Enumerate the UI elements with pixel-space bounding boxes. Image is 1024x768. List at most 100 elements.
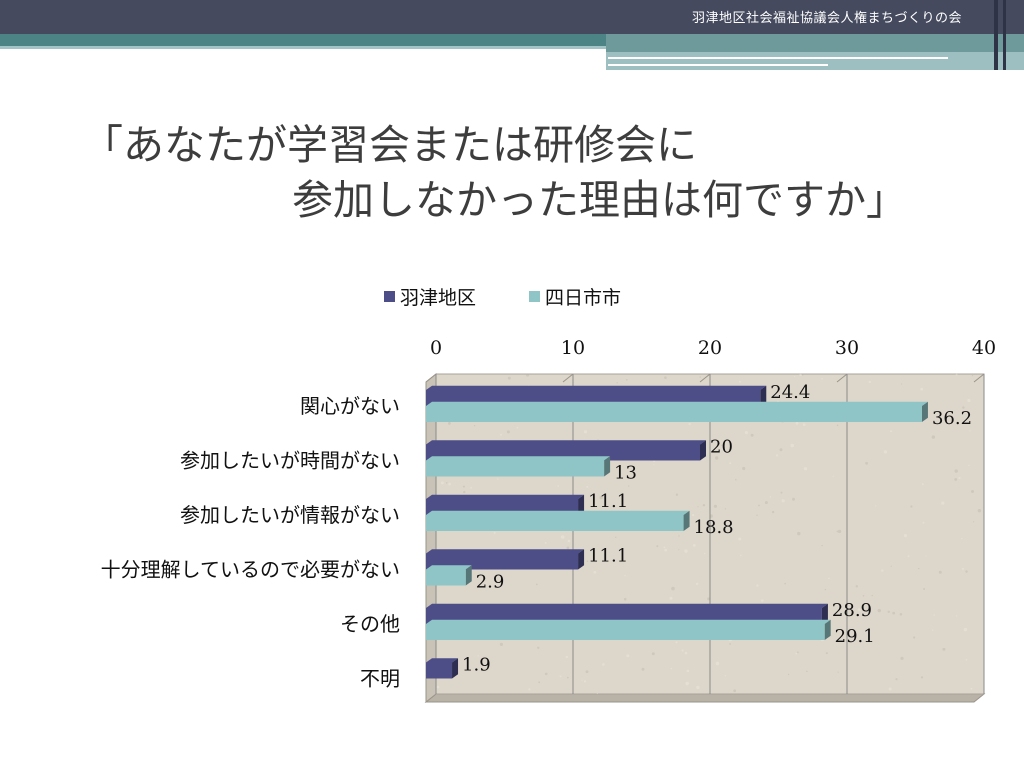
plot-texture-dot	[913, 636, 916, 639]
plot-texture-dot	[836, 530, 839, 533]
plot-texture-dot	[538, 681, 541, 684]
plot-texture-dot	[890, 565, 892, 567]
gridline-depth	[836, 373, 848, 383]
plot-texture-dot	[742, 466, 746, 471]
plot-texture-dot	[784, 582, 786, 585]
plot-texture-dot	[862, 595, 865, 597]
plot-texture-dot	[895, 678, 898, 681]
header-accent-line	[608, 57, 948, 59]
plot-texture-dot	[615, 536, 617, 538]
plot-texture-dot	[729, 643, 731, 645]
plot-texture-dot	[724, 508, 727, 510]
plot-texture-dot	[971, 490, 974, 493]
plot-texture-dot	[653, 464, 655, 466]
category-label: その他	[340, 612, 400, 636]
plot-texture-dot	[678, 535, 680, 537]
plot-texture-dot	[787, 673, 790, 676]
plot-texture-dot	[738, 537, 742, 541]
x-tick-label: 30	[835, 337, 859, 359]
plot-texture-dot	[899, 613, 903, 616]
plot-texture-dot	[506, 430, 510, 434]
plot-texture-dot	[917, 567, 920, 570]
bar-top-face	[426, 510, 690, 515]
gridline-depth	[973, 373, 985, 383]
bar-end-face	[578, 549, 585, 570]
plot-texture-dot	[602, 663, 605, 666]
plot-texture-dot	[792, 497, 795, 501]
plot-texture-dot	[528, 688, 531, 691]
bar-front-face	[426, 569, 466, 586]
slide-title-line-2: 参加しなかった理由は何ですか」	[292, 176, 907, 224]
plot-texture-dot	[799, 373, 802, 377]
plot-texture-dot	[671, 586, 675, 591]
bar-top-face	[426, 385, 767, 390]
bar	[426, 510, 690, 531]
plot-texture-dot	[585, 670, 589, 674]
plot-texture-dot	[565, 655, 568, 659]
plot-texture-dot	[795, 652, 798, 655]
bar	[426, 456, 611, 477]
plot-texture-dot	[463, 490, 466, 494]
header-vertical-bar	[994, 0, 998, 70]
header-org-name: 羽津地区社会福祉協議会人権まちづくりの会	[691, 11, 962, 26]
bar-top-face	[426, 401, 928, 406]
chart-floor	[424, 693, 986, 703]
gridline-depth	[425, 373, 437, 383]
plot-texture-dot	[836, 424, 839, 427]
plot-texture-dot	[535, 583, 538, 586]
bar-front-face	[426, 406, 922, 422]
plot-texture-dot	[448, 422, 451, 425]
plot-texture-dot	[781, 499, 785, 503]
data-label: 11.1	[588, 546, 628, 567]
bar-end-face	[452, 658, 459, 679]
plot-texture-dot	[707, 597, 711, 601]
plot-texture-dot	[599, 495, 603, 500]
plot-texture-dot	[797, 531, 801, 536]
plot-texture-dot	[641, 667, 645, 671]
plot-texture-dot	[968, 464, 970, 467]
plot-texture-dot	[832, 475, 834, 477]
plot-texture-dot	[651, 652, 655, 656]
plot-texture-dot	[681, 649, 684, 652]
plot-texture-dot	[821, 377, 823, 380]
plot-texture-dot	[713, 504, 718, 508]
bar-end-face	[700, 440, 706, 461]
plot-texture-dot	[628, 485, 630, 487]
plot-texture-dot	[954, 478, 958, 481]
plot-texture-dot	[664, 548, 668, 552]
bar-top-face	[426, 565, 472, 570]
plot-texture-dot	[963, 627, 968, 632]
plot-texture-dot	[920, 676, 924, 679]
bar-end-face	[760, 385, 767, 406]
plot-texture-dot	[684, 651, 688, 655]
plot-texture-dot	[738, 380, 741, 383]
plot-texture-dot	[740, 554, 742, 557]
plot-texture-dot	[958, 476, 961, 480]
plot-texture-dot	[769, 496, 772, 498]
x-tick-label: 0	[430, 337, 442, 359]
legend-swatch	[529, 291, 540, 302]
plot-texture-dot	[910, 505, 913, 508]
bar-top-face	[426, 549, 585, 554]
plot-texture-dot	[597, 439, 599, 441]
plot-texture-dot	[776, 454, 779, 457]
plot-texture-dot	[441, 481, 444, 485]
plot-texture-dot	[795, 397, 798, 400]
plot-texture-dot	[436, 685, 440, 689]
plot-texture-dot	[825, 652, 828, 655]
plot-texture-dot	[675, 641, 678, 644]
plot-texture-dot	[596, 692, 599, 695]
bar	[426, 658, 459, 679]
bar	[426, 619, 831, 640]
plot-texture-dot	[678, 549, 680, 551]
category-label: 参加したいが情報がない	[180, 503, 400, 527]
gridline-depth	[699, 373, 711, 383]
plot-texture-dot	[942, 647, 946, 651]
data-label: 36.2	[932, 408, 972, 429]
plot-texture-dot	[684, 549, 688, 553]
plot-texture-dot	[965, 570, 968, 573]
header-vertical-bar	[1003, 0, 1006, 70]
plot-texture-dot	[733, 689, 737, 693]
plot-texture-dot	[581, 679, 583, 681]
